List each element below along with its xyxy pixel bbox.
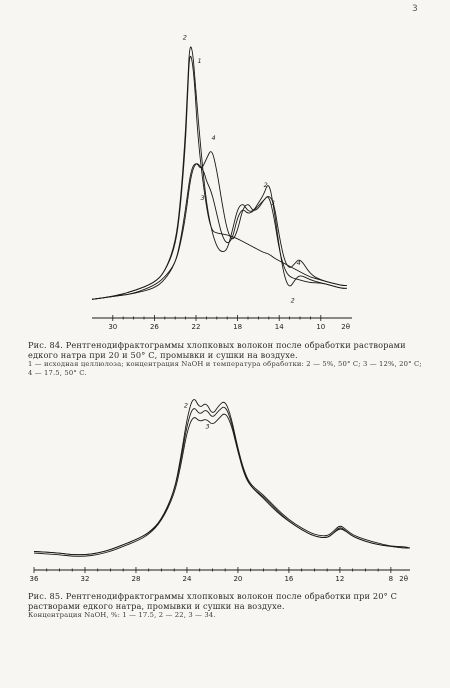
figure-84-note: 1 — исходная целлюлоза; концентрация NaO… bbox=[28, 360, 422, 377]
series-label-2: 2 bbox=[183, 34, 187, 42]
figure-85-caption: Рис. 85. Рентгенодифрактограммы хлопковы… bbox=[28, 591, 428, 620]
x-tick-label: 22 bbox=[192, 323, 201, 331]
x-tick-label: 8 bbox=[389, 575, 393, 583]
figure-85-note: Концентрация NaOH, %: 1 — 17.5, 2 — 22, … bbox=[28, 611, 216, 619]
series-curve-4 bbox=[91, 151, 347, 300]
x-tick-label: 36 bbox=[30, 575, 39, 583]
series-label-4: 4 bbox=[212, 134, 216, 142]
series-label-2: 2 bbox=[291, 296, 295, 304]
series-label-3: 3 bbox=[201, 194, 205, 202]
x-tick-label: 10 bbox=[316, 323, 325, 331]
series-label-3: 3 bbox=[206, 423, 210, 431]
figure-84-caption: Рис. 84. Рентгенодифрактограммы хлопковы… bbox=[28, 340, 428, 377]
x-tick-label: 28 bbox=[132, 575, 141, 583]
x-tick-label: 30 bbox=[108, 323, 117, 331]
x-tick-label: 26 bbox=[150, 323, 159, 331]
page-number: 3 bbox=[412, 4, 418, 14]
x-axis-label: 2θ bbox=[399, 575, 408, 583]
series-curve-1 bbox=[91, 55, 347, 300]
series-curve-2 bbox=[91, 46, 347, 300]
series-label-2: 2 bbox=[264, 181, 268, 189]
figure-84-caption-text: Рис. 84. Рентгенодифрактограммы хлопковы… bbox=[28, 340, 406, 360]
series-label-4: 4 bbox=[297, 259, 301, 267]
x-tick-label: 12 bbox=[335, 575, 344, 583]
x-tick-label: 20 bbox=[233, 575, 242, 583]
series-label-1: 1 bbox=[185, 390, 189, 391]
figure-84: 30 26 22 18 14 10 2θ 1 2 3 4 2 3 4 2 bbox=[0, 26, 450, 336]
series-label-2: 2 bbox=[184, 401, 188, 409]
series-label-3: 3 bbox=[271, 199, 275, 207]
series-label-1: 1 bbox=[197, 57, 201, 65]
x-axis-label: 2θ bbox=[341, 323, 350, 331]
series-curve-1 bbox=[33, 399, 411, 557]
series-curve-3 bbox=[33, 413, 410, 556]
x-tick-label: 32 bbox=[81, 575, 90, 583]
x-tick-label: 14 bbox=[275, 323, 284, 331]
x-tick-label: 16 bbox=[284, 575, 293, 583]
x-tick-label: 18 bbox=[233, 323, 242, 331]
series-curve-2 bbox=[33, 406, 410, 556]
x-tick-label: 24 bbox=[182, 575, 191, 583]
figure-85-caption-text: Рис. 85. Рентгенодифрактограммы хлопковы… bbox=[28, 591, 398, 611]
figure-84-chart: 30 26 22 18 14 10 2θ 1 2 3 4 2 3 4 2 bbox=[91, 34, 352, 331]
